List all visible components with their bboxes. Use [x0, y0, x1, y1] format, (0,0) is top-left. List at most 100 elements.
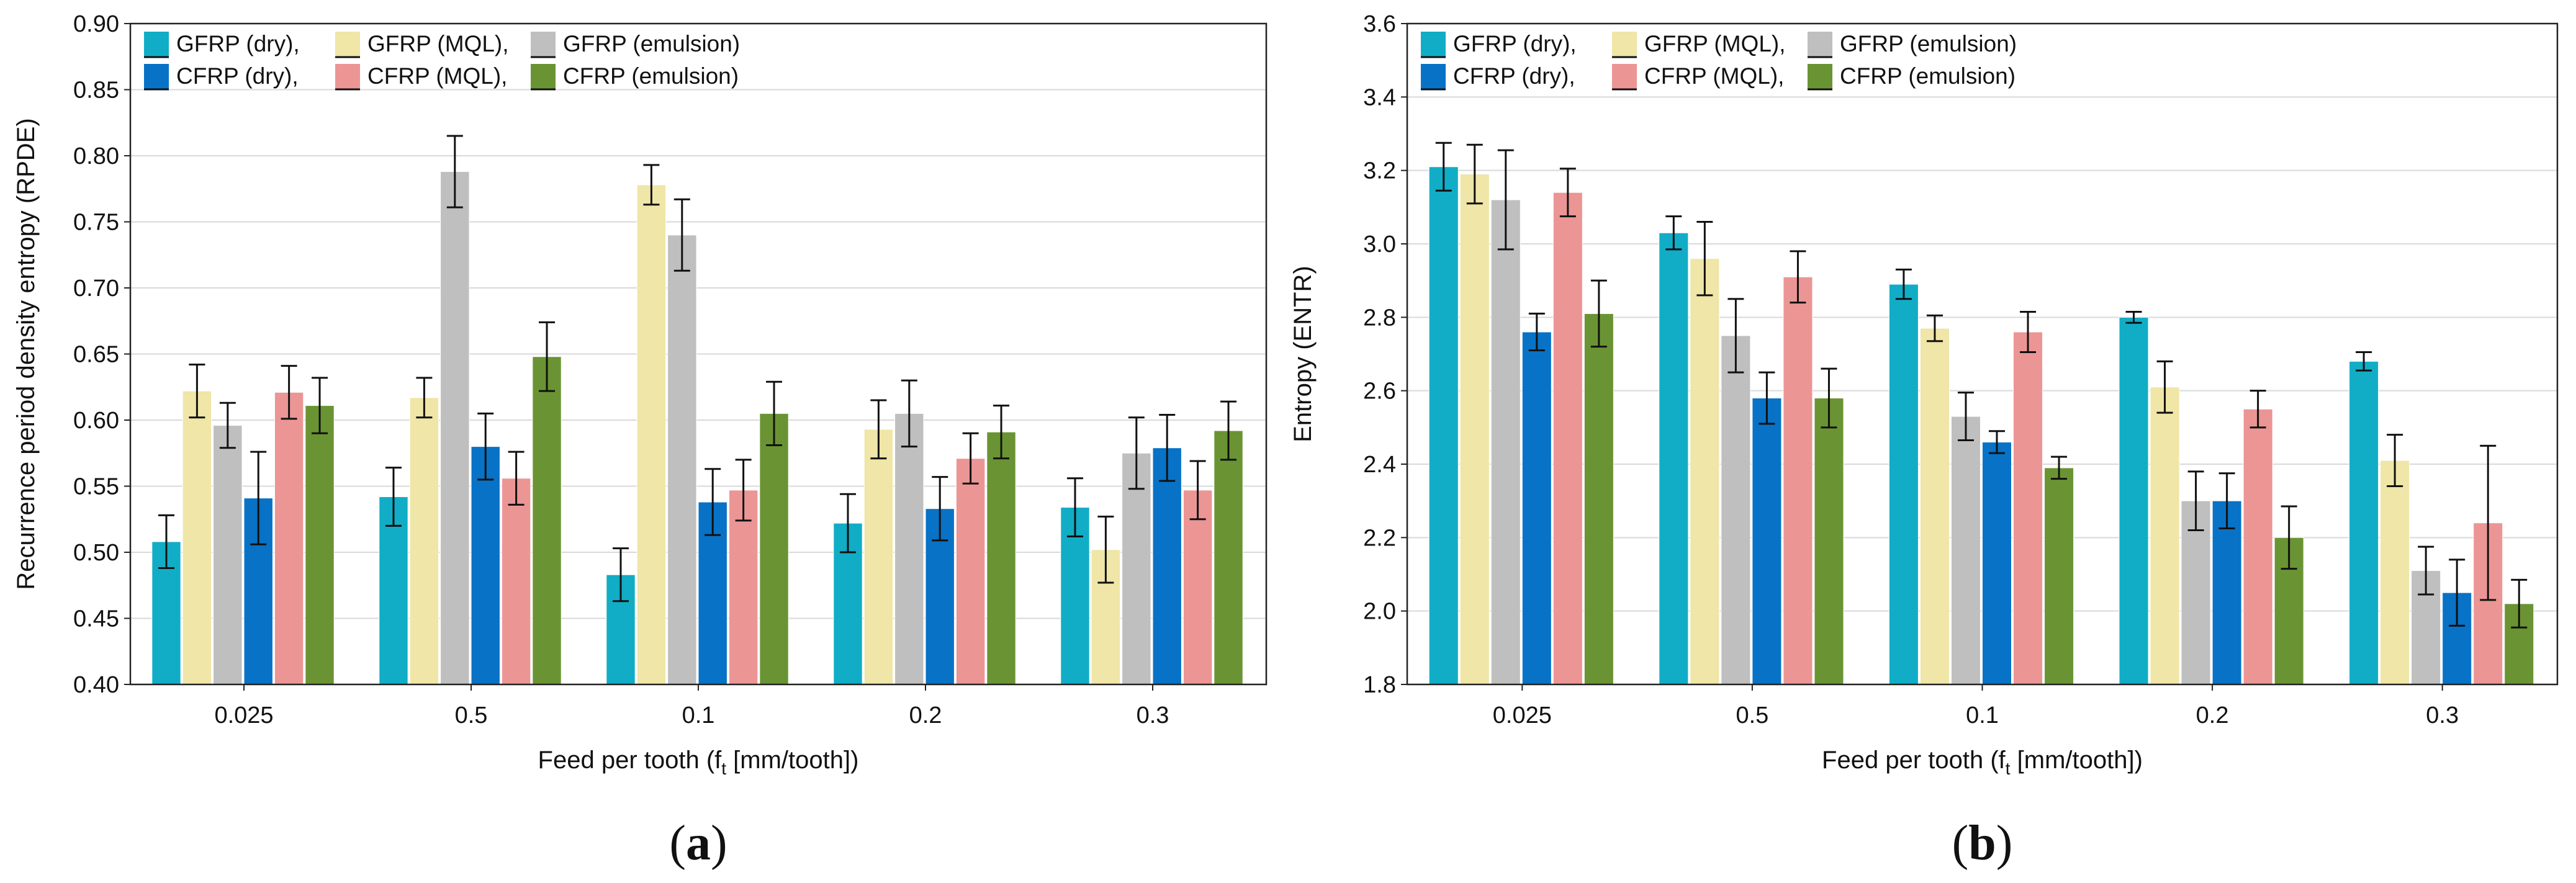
x-axis-label-suffix: [mm/tooth]) [2011, 746, 2143, 774]
bar [501, 478, 531, 685]
bar [471, 446, 500, 685]
y-tick-label: 1.8 [1363, 672, 1396, 698]
legend-swatch [335, 64, 360, 89]
bar [636, 184, 667, 685]
bar [1950, 416, 1981, 685]
x-tick-label: 0.2 [909, 702, 942, 728]
y-tick-label: 0.90 [73, 11, 119, 37]
legend-swatch [1612, 64, 1637, 89]
y-tick-label: 0.50 [73, 540, 119, 566]
x-tick-label: 0.2 [2196, 702, 2229, 728]
x-axis-label: Feed per tooth (ft [mm/tooth]) [1822, 746, 2143, 778]
panel-label-open: ( [669, 816, 686, 871]
legend-label: GFRP (emulsion) [1840, 31, 2017, 56]
bar [2119, 316, 2149, 685]
legend-label: GFRP (MQL), [367, 31, 509, 56]
bar [2044, 467, 2074, 685]
y-tick-label: 2.6 [1363, 379, 1396, 405]
bar [1721, 335, 1751, 685]
bar [1428, 166, 1459, 685]
panel-label-close: ) [711, 816, 727, 871]
x-axis-label-suffix: [mm/tooth]) [726, 746, 858, 774]
panel-label-letter: b [1968, 816, 1996, 871]
bar [532, 356, 562, 685]
x-axis-label-subscript: t [2006, 759, 2011, 778]
y-axis-label: Entropy (ENTR) [1289, 266, 1317, 442]
bar [1752, 398, 1782, 685]
bar [2504, 603, 2534, 685]
bar [894, 413, 924, 685]
bar [1214, 430, 1243, 685]
bar [1552, 192, 1583, 685]
bar [1659, 232, 1689, 685]
x-tick-label: 0.5 [1736, 702, 1768, 728]
x-tick-label: 0.1 [682, 702, 715, 728]
legend-label: GFRP (MQL), [1644, 31, 1786, 56]
panel-label: (b) [1952, 816, 2013, 871]
bar [1459, 174, 1490, 685]
bar [1888, 284, 1919, 685]
legend-label: GFRP (emulsion) [563, 31, 740, 56]
y-tick-label: 3.2 [1363, 158, 1396, 184]
legend-label: CFRP (MQL), [1644, 63, 1784, 89]
y-tick-label: 0.75 [73, 210, 119, 236]
panel-label-close: ) [1996, 816, 2013, 871]
bar [1521, 331, 1552, 685]
legend-swatch [1808, 64, 1832, 89]
bar [986, 431, 1016, 685]
bar [1182, 490, 1213, 685]
bar [1814, 398, 1844, 685]
y-tick-label: 0.55 [73, 474, 119, 500]
bar [379, 496, 408, 685]
bar [1982, 442, 2012, 685]
x-tick-label: 0.3 [1137, 702, 1169, 728]
legend-swatch [531, 32, 556, 56]
y-tick-label: 0.65 [73, 342, 119, 368]
y-tick-label: 0.60 [73, 408, 119, 434]
y-axis-label: Recurrence period density entropy (RPDE) [12, 118, 40, 589]
y-tick-label: 0.70 [73, 276, 119, 302]
y-tick-label: 0.85 [73, 78, 119, 104]
legend-swatch [1612, 32, 1637, 56]
bar [1690, 258, 1720, 685]
legend-swatch [1421, 32, 1446, 56]
y-tick-label: 2.8 [1363, 305, 1396, 331]
legend-label: CFRP (dry), [1453, 63, 1575, 89]
panel-label-open: ( [1952, 816, 1969, 871]
bar [409, 397, 439, 685]
bar [2013, 331, 2043, 685]
bar [182, 390, 212, 685]
x-tick-label: 0.3 [2426, 702, 2459, 728]
axes-frame [129, 22, 1268, 686]
legend-swatch [1808, 32, 1832, 56]
legend-swatch [144, 32, 169, 56]
bar [1490, 199, 1521, 685]
chart-panel-b: 1.8 2.0 2.2 2.4 2.6 2.8 3.0 3.2 3.4 3.6 0.025 0.5 0.… [1289, 11, 2559, 871]
bar [1152, 447, 1182, 685]
bar [1583, 313, 1614, 685]
x-tick-label: 0.5 [455, 702, 488, 728]
axes-frame [1406, 22, 2559, 686]
legend-label: CFRP (MQL), [367, 63, 507, 89]
legend-label: GFRP (dry), [176, 31, 300, 56]
y-tick-label: 0.45 [73, 606, 119, 632]
bar [440, 171, 470, 685]
legend-swatch [531, 64, 556, 89]
x-axis-label-main: Feed per tooth (f [538, 746, 723, 774]
bar [274, 392, 304, 685]
y-tick-label: 3.4 [1363, 84, 1396, 110]
bar [955, 458, 986, 685]
x-tick-label: 0.025 [1493, 702, 1552, 728]
y-tick-label: 3.6 [1363, 11, 1396, 37]
legend-swatch [144, 64, 169, 89]
bar [1122, 452, 1151, 685]
bar [759, 413, 789, 685]
bar [1783, 276, 1813, 685]
bar [2349, 361, 2379, 685]
legend-swatch [1421, 64, 1446, 89]
bar [1919, 328, 1950, 685]
y-tick-label: 2.2 [1363, 525, 1396, 551]
bar [305, 405, 335, 685]
chart-panel-a: 0.40 0.45 0.50 0.55 0.60 0.65 0.70 0.75 0.80 0.85… [12, 11, 1268, 871]
